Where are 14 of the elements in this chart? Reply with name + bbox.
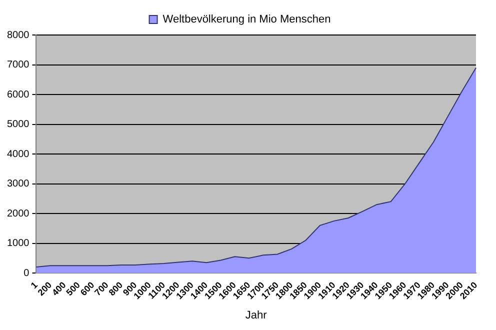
y-tick-label: 5000 [6, 119, 30, 130]
y-tick-label: 8000 [6, 30, 30, 41]
y-tick-label: 3000 [6, 178, 30, 190]
x-tick-label: 700 [92, 280, 110, 298]
y-tick-label: 6000 [6, 89, 30, 100]
y-tick-label: 4000 [6, 148, 30, 160]
y-tick-label: 2000 [6, 208, 30, 220]
x-tick-label: 500 [64, 280, 82, 298]
x-axis-title: Jahr [245, 309, 268, 322]
x-tick-label: 1 [28, 280, 40, 291]
y-tick-label: 0 [24, 268, 30, 279]
y-tick-label: 1000 [6, 238, 30, 250]
y-tick-label: 7000 [6, 60, 30, 70]
legend-label: Weltbevölkerung in Mio Menschen [162, 14, 331, 26]
